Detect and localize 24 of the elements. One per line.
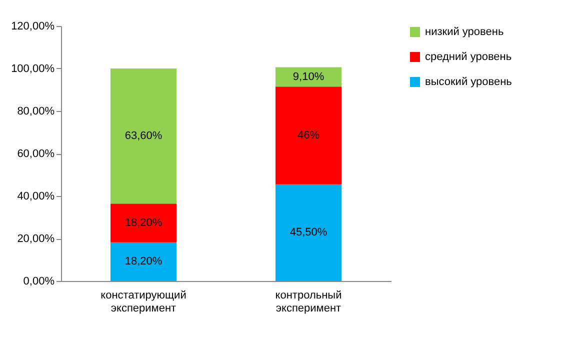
bar: [110, 204, 176, 242]
bar: [110, 68, 176, 204]
data-label: 18,20%: [124, 256, 162, 268]
data-label: 18,20%: [124, 216, 162, 229]
bar: [276, 86, 342, 184]
y-tick-label: 120,00%: [11, 20, 55, 32]
data-label: 63,60%: [124, 130, 162, 142]
x-tick-label: контрольный эксперимент: [275, 290, 342, 314]
legend-label: средний уровень: [425, 51, 512, 63]
data-label: 45,50%: [290, 226, 328, 239]
y-tick-label: 20,00%: [17, 233, 55, 245]
y-tick-label: 80,00%: [17, 106, 55, 118]
legend-label: низкий уровень: [425, 26, 504, 38]
legend-label: высокий уровень: [425, 76, 512, 88]
data-label: 9,10%: [292, 70, 324, 83]
bar: [110, 242, 176, 281]
bar: [276, 184, 342, 281]
y-tick-label: 100,00%: [11, 63, 55, 75]
data-label: 46%: [297, 129, 320, 142]
x-tick-label: констатирующий эксперимент: [100, 290, 186, 314]
y-tick-label: 40,00%: [17, 190, 55, 202]
bar: [276, 67, 342, 87]
y-tick-label: 0,00%: [23, 276, 55, 288]
y-tick-label: 60,00%: [17, 148, 55, 160]
